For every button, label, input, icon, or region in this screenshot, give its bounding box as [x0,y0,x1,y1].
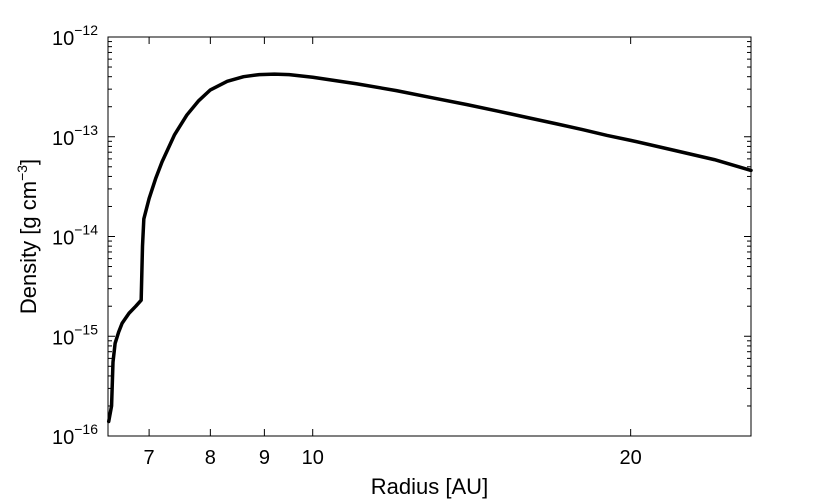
y-axis-title-close: ] [16,159,41,165]
y-tick-label: 10−13 [52,122,98,150]
series-line-density [106,72,753,424]
y-tick-label: 10−15 [52,321,98,349]
x-tick-label: 9 [259,447,270,469]
tick-labels: 7 8 9 10 20 10−16 10−15 10−14 10−13 10−12 [52,22,642,469]
y-tick-label: 10−14 [52,222,98,250]
x-tick-label: 8 [205,447,216,469]
y-tick-label: 10−16 [52,421,98,449]
y-axis-title: Density [g cm−3] [14,159,41,314]
x-tick-label: 20 [620,447,642,469]
ticks [108,36,751,437]
x-tick-label: 7 [144,447,155,469]
y-tick-label: 10−12 [52,22,98,50]
y-axis-title-exponent: −3 [14,165,30,181]
x-tick-label: 10 [302,447,324,469]
x-axis-title: Radius [AU] [371,474,488,499]
y-axis-title-main: Density [g cm [16,181,41,314]
